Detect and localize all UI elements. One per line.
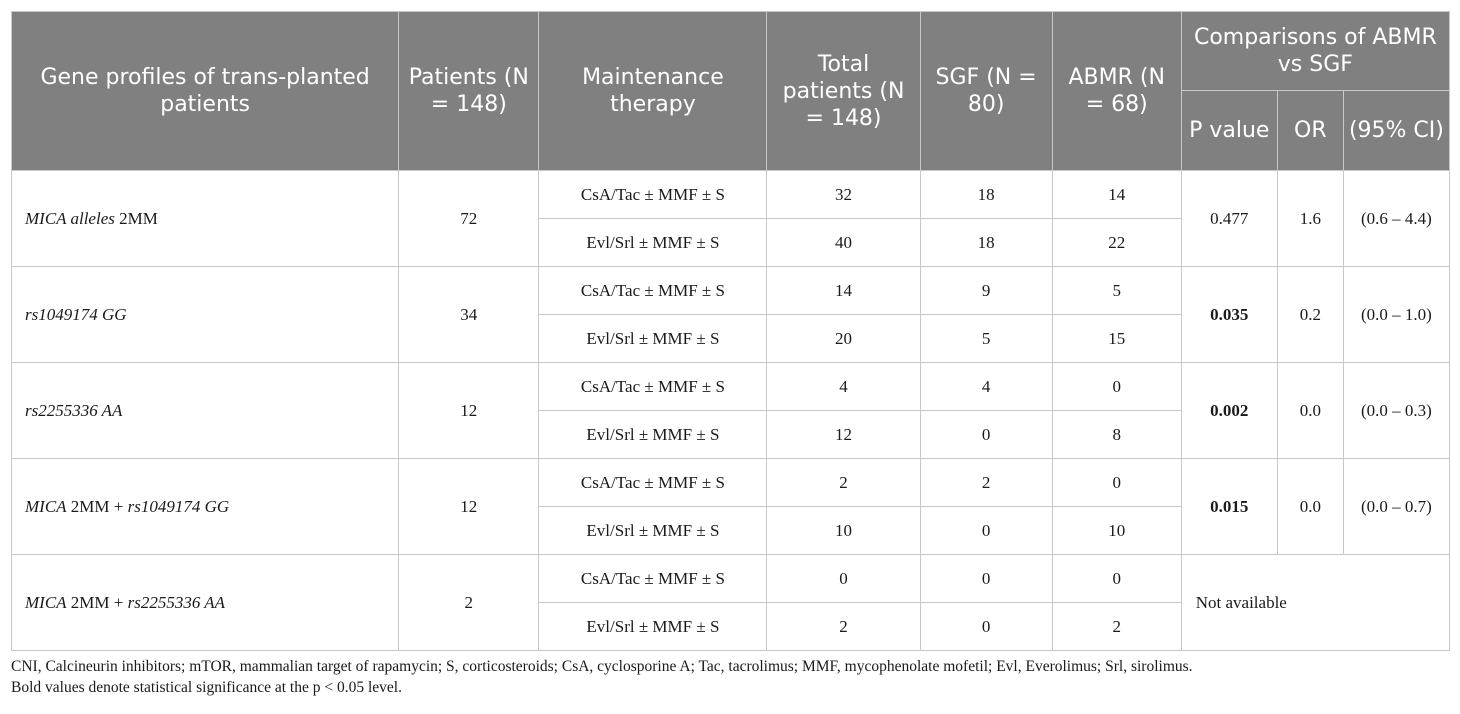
abmr-cell: 8 xyxy=(1051,410,1182,459)
header-abmr: ABMR (N = 68) xyxy=(1051,11,1182,171)
therapy-cell: Evl/Srl ± MMF ± S xyxy=(538,314,768,363)
gene-profile-cell: rs1049174 GG xyxy=(10,266,400,363)
sgf-cell: 0 xyxy=(919,506,1053,555)
sgf-cell: 18 xyxy=(919,218,1053,267)
gene-profile-cell: rs2255336 AA xyxy=(10,362,400,459)
header-ci: (95% CI) xyxy=(1342,90,1451,171)
footnote-significance: Bold values denote statistical significa… xyxy=(11,679,402,696)
gene-profile-text: MICA xyxy=(25,592,67,612)
total-cell: 14 xyxy=(766,266,921,315)
total-cell: 4 xyxy=(766,362,921,411)
table-row: Evl/Srl ± MMF ± S 12 0 8 xyxy=(12,410,1450,459)
table-row: MICA 2MM + rs1049174 GG 12 CsA/Tac ± MMF ±… xyxy=(10,458,1451,555)
gene-profile-text: 2MM + xyxy=(66,592,128,612)
therapy-cell: Evl/Srl ± MMF ± S xyxy=(538,602,768,651)
header-maintenance-therapy: Maintenance therapy xyxy=(538,11,768,171)
patients-cell: 72 xyxy=(398,170,540,267)
header-or: OR xyxy=(1276,90,1344,171)
table-row: Evl/Srl ± MMF ± S 20 5 15 xyxy=(12,314,1450,363)
gene-profile-text: rs2255336 AA xyxy=(127,592,226,612)
header-total-patients: Total patients (N = 148) xyxy=(766,11,921,171)
total-cell: 40 xyxy=(766,218,921,267)
therapy-cell: Evl/Srl ± MMF ± S xyxy=(538,410,768,459)
header-p-value: P value xyxy=(1180,90,1278,171)
table-row: Evl/Srl ± MMF ± S 10 0 10 xyxy=(12,506,1450,555)
gene-profile-cell: MICA 2MM + rs2255336 AA xyxy=(10,554,400,651)
sgf-cell: 0 xyxy=(919,554,1053,603)
sgf-cell: 9 xyxy=(919,266,1053,315)
abmr-cell: 0 xyxy=(1051,458,1182,507)
gene-profile-text: rs2255336 AA xyxy=(25,400,123,420)
gene-profile-text: 2MM xyxy=(114,208,158,228)
footnote-abbreviations: CNI, Calcineurin inhibitors; mTOR, mamma… xyxy=(11,658,1193,675)
abmr-cell: 5 xyxy=(1051,266,1182,315)
gene-profile-text: 2MM + xyxy=(66,496,128,516)
therapy-cell: CsA/Tac ± MMF ± S xyxy=(538,266,768,315)
patients-cell: 34 xyxy=(398,266,540,363)
patients-cell: 12 xyxy=(398,458,540,555)
results-table: Gene profiles of trans-planted patients … xyxy=(10,11,1451,651)
gene-profile-text: rs1049174 GG xyxy=(127,496,230,516)
header-gene-profiles: Gene profiles of trans-planted patients xyxy=(10,11,400,171)
or-cell: 0.0 xyxy=(1276,362,1344,459)
therapy-cell: CsA/Tac ± MMF ± S xyxy=(538,554,768,603)
total-cell: 32 xyxy=(766,170,921,219)
sgf-cell: 0 xyxy=(919,410,1053,459)
table-row: MICA 2MM + rs2255336 AA 2 CsA/Tac ± MMF ± … xyxy=(10,554,1451,651)
p-value-cell: 0.477 xyxy=(1180,170,1278,267)
gene-profile-text: rs1049174 GG xyxy=(25,304,127,324)
ci-cell: (0.0 – 0.3) xyxy=(1342,362,1451,459)
abmr-cell: 15 xyxy=(1051,314,1182,363)
not-available-cell: Not available xyxy=(1180,554,1451,651)
abmr-cell: 14 xyxy=(1051,170,1182,219)
header-sgf: SGF (N = 80) xyxy=(919,11,1053,171)
p-value-cell: 0.015 xyxy=(1180,458,1278,555)
sgf-cell: 4 xyxy=(919,362,1053,411)
total-cell: 2 xyxy=(766,458,921,507)
footnote: CNI, Calcineurin inhibitors; mTOR, mamma… xyxy=(11,656,1451,698)
table-body: MICA alleles 2MM 72 CsA/Tac ± MMF ± S 32 18 1… xyxy=(10,170,1451,651)
abmr-cell: 2 xyxy=(1051,602,1182,651)
table-row: Evl/Srl ± MMF ± S 40 18 22 xyxy=(12,218,1450,267)
or-cell: 0.0 xyxy=(1276,458,1344,555)
sgf-cell: 2 xyxy=(919,458,1053,507)
or-cell: 1.6 xyxy=(1276,170,1344,267)
sgf-cell: 18 xyxy=(919,170,1053,219)
header-comparisons: Comparisons of ABMR vs SGF xyxy=(1180,11,1451,91)
total-cell: 2 xyxy=(766,602,921,651)
gene-profile-cell: MICA 2MM + rs1049174 GG xyxy=(10,458,400,555)
patients-cell: 2 xyxy=(398,554,540,651)
table-container: Gene profiles of trans-planted patients … xyxy=(10,11,1451,651)
sgf-cell: 0 xyxy=(919,602,1053,651)
p-value-cell: 0.035 xyxy=(1180,266,1278,363)
abmr-cell: 22 xyxy=(1051,218,1182,267)
therapy-cell: Evl/Srl ± MMF ± S xyxy=(538,506,768,555)
ci-cell: (0.0 – 1.0) xyxy=(1342,266,1451,363)
total-cell: 10 xyxy=(766,506,921,555)
sgf-cell: 5 xyxy=(919,314,1053,363)
total-cell: 20 xyxy=(766,314,921,363)
gene-profile-text: MICA alleles xyxy=(25,208,115,228)
header-patients: Patients (N = 148) xyxy=(398,11,540,171)
table-row: MICA alleles 2MM 72 CsA/Tac ± MMF ± S 32 18 1… xyxy=(10,170,1451,267)
abmr-cell: 0 xyxy=(1051,554,1182,603)
therapy-cell: CsA/Tac ± MMF ± S xyxy=(538,170,768,219)
ci-cell: (0.6 – 4.4) xyxy=(1342,170,1451,267)
total-cell: 0 xyxy=(766,554,921,603)
total-cell: 12 xyxy=(766,410,921,459)
gene-profile-text: MICA xyxy=(25,496,67,516)
abmr-cell: 0 xyxy=(1051,362,1182,411)
gene-profile-cell: MICA alleles 2MM xyxy=(10,170,400,267)
p-value-cell: 0.002 xyxy=(1180,362,1278,459)
patients-cell: 12 xyxy=(398,362,540,459)
or-cell: 0.2 xyxy=(1276,266,1344,363)
table-row: rs1049174 GG 34 CsA/Tac ± MMF ± S 14 9 5 0.035… xyxy=(10,266,1451,363)
therapy-cell: CsA/Tac ± MMF ± S xyxy=(538,458,768,507)
therapy-cell: CsA/Tac ± MMF ± S xyxy=(538,362,768,411)
therapy-cell: Evl/Srl ± MMF ± S xyxy=(538,218,768,267)
table-row: rs2255336 AA 12 CsA/Tac ± MMF ± S 4 4 0 0.002 0… xyxy=(10,362,1451,459)
ci-cell: (0.0 – 0.7) xyxy=(1342,458,1451,555)
abmr-cell: 10 xyxy=(1051,506,1182,555)
